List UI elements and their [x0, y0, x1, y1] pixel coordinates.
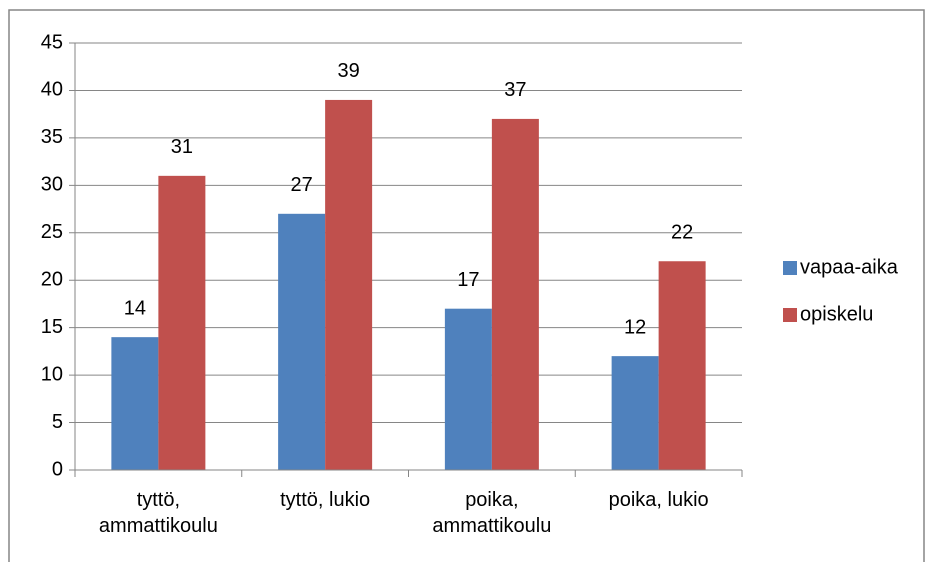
data-label: 17 — [457, 269, 479, 291]
x-tick-label: poika, ammattikoulu — [432, 489, 552, 537]
bar — [158, 175, 206, 470]
chart-border — [8, 9, 925, 562]
y-tick-label: 35 — [41, 126, 63, 148]
legend-label: vapaa-aika — [800, 256, 899, 278]
y-tick-label: 10 — [41, 363, 63, 385]
bar — [278, 213, 326, 471]
y-tick-label: 5 — [52, 411, 63, 433]
data-label: 14 — [124, 297, 146, 319]
bar — [491, 118, 539, 471]
legend-swatch — [783, 308, 797, 322]
y-tick-label: 45 — [41, 31, 63, 53]
x-tick-label: poika, lukio — [608, 489, 709, 511]
y-tick-label: 20 — [41, 269, 63, 291]
bar — [444, 308, 492, 470]
y-tick-label: 40 — [41, 79, 63, 101]
x-tick-label: tyttö, ammattikoulu — [98, 489, 218, 537]
y-tick-label: 0 — [52, 458, 63, 480]
legend-label: opiskelu — [800, 303, 873, 325]
y-tick-label: 30 — [41, 174, 63, 196]
legend-swatch — [783, 261, 797, 275]
data-label: 12 — [624, 316, 646, 338]
y-tick-label: 15 — [41, 316, 63, 338]
data-label: 39 — [338, 60, 360, 82]
bar — [658, 261, 706, 470]
data-label: 31 — [171, 136, 193, 158]
y-tick-label: 25 — [41, 221, 63, 243]
bar — [611, 356, 659, 470]
data-label: 37 — [504, 79, 526, 101]
bar — [111, 337, 159, 470]
bar — [325, 99, 373, 470]
data-label: 27 — [291, 174, 313, 196]
data-label: 22 — [671, 222, 693, 244]
x-tick-label: tyttö, lukio — [280, 489, 371, 511]
